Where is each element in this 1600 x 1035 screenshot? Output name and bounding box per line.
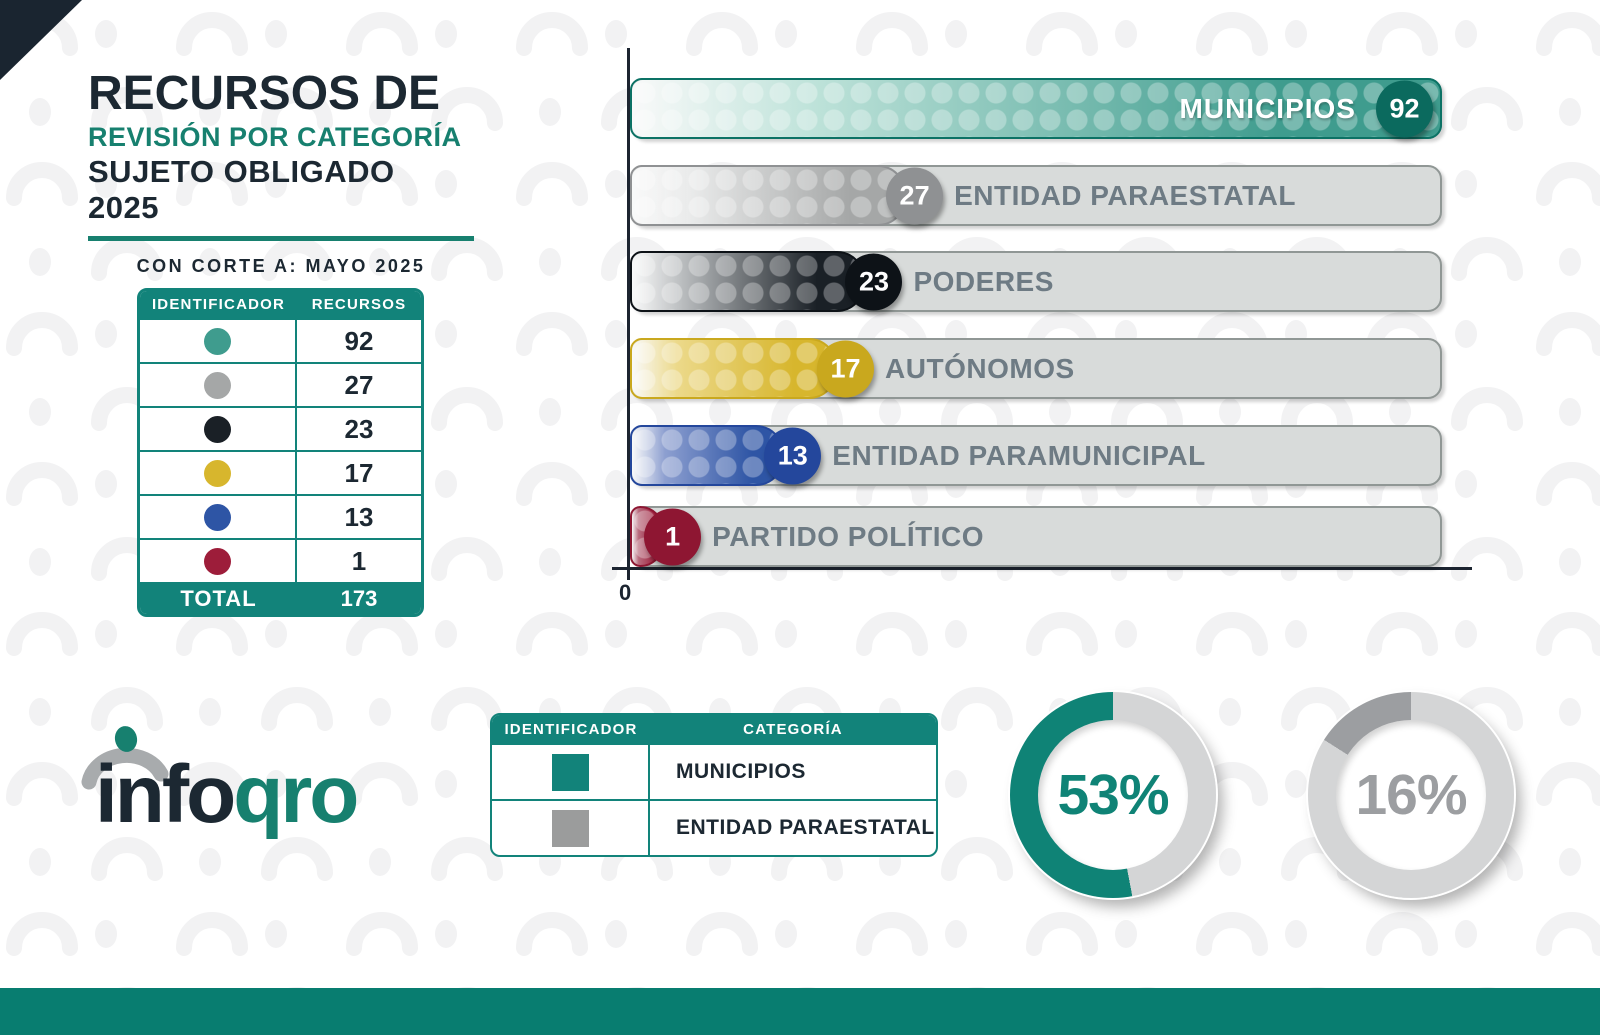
summary-table-header: IDENTIFICADOR RECURSOS <box>140 291 421 318</box>
bar-value-badge: 92 <box>1376 80 1433 137</box>
logo-text-qro: qro <box>233 749 359 840</box>
identifier-cell <box>140 364 297 406</box>
identifier-dot-icon <box>204 503 231 531</box>
infoqro-logo: infoqro <box>75 718 435 858</box>
identifier-cell <box>492 801 650 855</box>
bar-row: 27 ENTIDAD PARAESTATAL <box>630 165 1442 226</box>
identifier-cell <box>140 540 297 582</box>
bottom-accent-strip <box>0 988 1600 1035</box>
bar-value-badge: 1 <box>644 508 702 565</box>
category-label: MUNICIPIOS <box>676 760 806 783</box>
donut-percent-label: 16% <box>1355 763 1467 827</box>
summary-table-row: 13 <box>140 494 421 538</box>
identifier-cell <box>492 745 650 799</box>
donut-chart-municipios: 53% <box>1010 692 1216 898</box>
summary-table-total-row: TOTAL 173 <box>140 582 421 614</box>
logo-text-info: info <box>95 749 236 840</box>
bar-track <box>630 506 1442 567</box>
identifier-dot-icon <box>204 371 231 399</box>
recursos-value: 1 <box>351 545 367 576</box>
bar-value-badge: 27 <box>886 167 944 224</box>
corner-triangle-decoration <box>0 0 82 80</box>
bar-chart: 0 92 MUNICIPIOS 27 ENTIDAD PARAESTATAL 23 POD… <box>612 48 1472 605</box>
page-title-line3: SUJETO OBLIGADO 2025 <box>88 153 395 225</box>
title-block: RECURSOS DE REVISIÓN POR CATEGORÍA SUJET… <box>88 67 474 277</box>
total-label: TOTAL <box>180 586 257 611</box>
bar-category-label: ENTIDAD PARAESTATAL <box>954 180 1296 211</box>
category-header-identificador: IDENTIFICADOR <box>504 720 638 738</box>
donut-percent-label: 53% <box>1057 763 1169 827</box>
y-axis-line <box>627 48 630 570</box>
bar-row: 13 ENTIDAD PARAMUNICIPAL <box>630 425 1442 486</box>
bar-category-label: ENTIDAD PARAMUNICIPAL <box>832 440 1206 471</box>
category-table-row: ENTIDAD PARAESTATAL <box>492 799 936 855</box>
total-value: 173 <box>340 586 378 611</box>
recursos-value: 92 <box>344 325 374 356</box>
identifier-square-icon <box>551 809 589 847</box>
bar-fill <box>630 338 838 399</box>
identifier-dot-icon <box>204 415 231 443</box>
page-title-line2: REVISIÓN POR CATEGORÍA <box>88 121 462 152</box>
identifier-cell <box>140 408 297 450</box>
category-label: ENTIDAD PARAESTATAL <box>676 816 935 839</box>
donut-hole: 53% <box>1038 720 1188 870</box>
x-axis-line <box>612 567 1472 570</box>
donut-chart-entidad-paraestatal: 16% <box>1308 692 1514 898</box>
x-axis-origin-tick <box>627 570 630 580</box>
bar-row: 23 PODERES <box>630 251 1442 312</box>
page-title-line1: RECURSOS DE <box>88 67 441 120</box>
recursos-value: 13 <box>344 501 374 532</box>
bar-value-badge: 23 <box>845 253 903 310</box>
identifier-dot-icon <box>204 459 231 487</box>
donut-hole: 16% <box>1336 720 1486 870</box>
bar-category-label: PARTIDO POLÍTICO <box>712 521 985 552</box>
summary-header-recursos: RECURSOS <box>311 296 407 313</box>
category-table: IDENTIFICADOR CATEGORÍA MUNICIPIOS ENTIDA… <box>490 713 938 857</box>
person-icon <box>81 726 169 790</box>
bar-category-label: PODERES <box>913 266 1054 297</box>
bar-row: 1 PARTIDO POLÍTICO <box>630 506 1442 567</box>
summary-table-row: 17 <box>140 450 421 494</box>
category-header-categoria: CATEGORÍA <box>743 720 843 738</box>
category-table-row: MUNICIPIOS <box>492 743 936 799</box>
recursos-value: 17 <box>344 457 374 488</box>
identifier-cell <box>140 496 297 538</box>
summary-table-row: 92 <box>140 318 421 362</box>
logo-wordmark: infoqro <box>95 754 359 836</box>
x-axis-origin-label: 0 <box>619 580 632 605</box>
bar-fill <box>630 165 907 226</box>
bar-value-badge: 17 <box>817 340 875 397</box>
summary-table-row: 1 <box>140 538 421 582</box>
summary-table-body: 92 27 23 17 13 1 <box>140 318 421 582</box>
identifier-dot-icon <box>204 327 231 355</box>
summary-header-identificador: IDENTIFICADOR <box>151 296 286 313</box>
bar-row: 92 MUNICIPIOS <box>630 78 1442 139</box>
recursos-value: 27 <box>344 369 374 400</box>
bar-row: 17 AUTÓNOMOS <box>630 338 1442 399</box>
summary-table-row: 23 <box>140 406 421 450</box>
bar-fill <box>630 251 866 312</box>
summary-table-row: 27 <box>140 362 421 406</box>
summary-table: IDENTIFICADOR RECURSOS 92 27 23 17 13 1 TOTAL… <box>137 288 424 617</box>
cutoff-date-subtitle: CON CORTE A: MAYO 2025 <box>136 255 426 276</box>
bar-fill <box>630 425 785 486</box>
bar-value-badge: 13 <box>764 427 822 484</box>
category-table-header: IDENTIFICADOR CATEGORÍA <box>492 715 936 743</box>
bar-category-label: AUTÓNOMOS <box>885 353 1075 384</box>
identifier-cell <box>140 320 297 362</box>
category-table-body: MUNICIPIOS ENTIDAD PARAESTATAL <box>492 743 936 855</box>
bar-fill <box>630 78 1442 139</box>
identifier-cell <box>140 452 297 494</box>
title-underline <box>88 235 474 241</box>
identifier-square-icon <box>551 753 589 791</box>
bar-category-label: MUNICIPIOS <box>1179 93 1356 124</box>
identifier-dot-icon <box>204 547 231 575</box>
recursos-value: 23 <box>344 413 374 444</box>
